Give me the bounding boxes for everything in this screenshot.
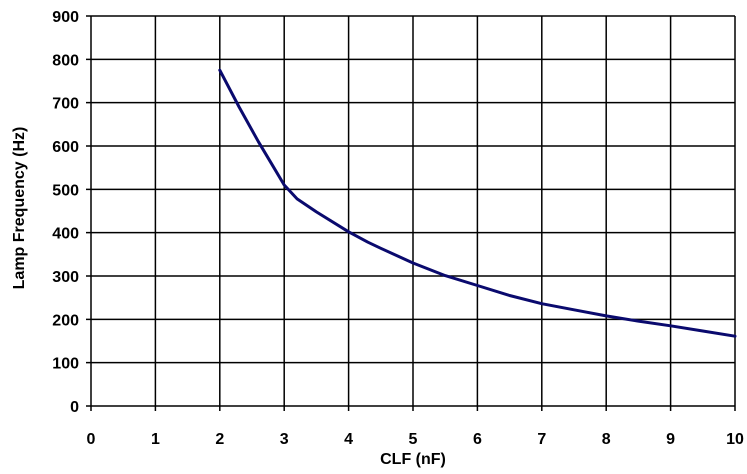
x-tick-label: 3: [280, 431, 289, 448]
x-tick-label: 1: [151, 431, 160, 448]
series-line: [218, 68, 737, 338]
x-tick-label: 2: [215, 431, 224, 448]
y-tick-label: 100: [52, 356, 79, 373]
y-tick-label: 300: [52, 269, 79, 286]
x-tick-label: 8: [602, 431, 611, 448]
x-tick-label: 9: [666, 431, 675, 448]
y-tick-label: 900: [52, 9, 79, 26]
x-tick-label: 10: [726, 431, 744, 448]
x-tick-label: 5: [409, 431, 418, 448]
x-tick-label: 6: [473, 431, 482, 448]
y-tick-label: 700: [52, 96, 79, 113]
y-tick-label: 500: [52, 182, 79, 199]
y-tick-label: 600: [52, 139, 79, 156]
y-tick-label: 200: [52, 312, 79, 329]
y-axis-label: Lamp Frequency (Hz): [11, 127, 28, 290]
x-axis-label: CLF (nF): [380, 451, 446, 468]
x-tick-label: 0: [87, 431, 96, 448]
series-layer: [218, 68, 737, 338]
x-tick-label: 7: [537, 431, 546, 448]
x-tick-label: 4: [344, 431, 353, 448]
y-tick-label: 400: [52, 226, 79, 243]
y-tick-label: 800: [52, 52, 79, 69]
y-tick-label: 0: [70, 399, 79, 416]
